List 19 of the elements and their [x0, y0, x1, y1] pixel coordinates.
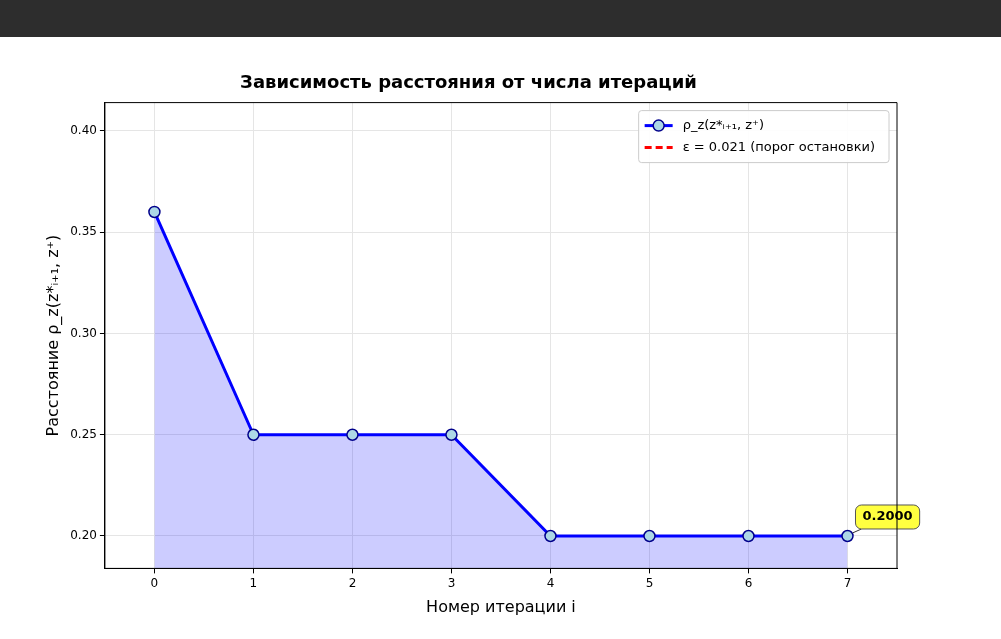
x-tick-label: 1	[249, 575, 258, 590]
legend-label: ε = 0.021 (порог остановки)	[682, 138, 876, 154]
y-tick-label: 0.40	[70, 123, 97, 138]
x-tick-label: 7	[843, 575, 852, 590]
y-tick-label: 0.20	[70, 528, 97, 543]
y-tick-label: 0.25	[70, 426, 97, 441]
x-tick-label: 6	[744, 575, 753, 590]
x-axis-title: Номер итерации i	[426, 596, 576, 616]
y-axis-title: Расстояние ρ_z(z*ᵢ₊₁, z⁺)	[42, 234, 63, 437]
legend-label: ρ_z(z*ᵢ₊₁, z⁺)	[682, 116, 765, 132]
y-tick-label: 0.30	[70, 325, 97, 340]
y-tick-label: 0.35	[70, 224, 97, 239]
chart-title: Зависимость расстояния от числа итераций	[240, 71, 697, 93]
x-tick-label: 2	[348, 575, 357, 590]
x-tick-label: 0	[150, 575, 159, 590]
annotation: 0.2000	[862, 508, 913, 524]
x-tick-label: 3	[447, 575, 456, 590]
x-tick-label: 5	[645, 575, 654, 590]
x-tick-label: 4	[546, 575, 555, 590]
